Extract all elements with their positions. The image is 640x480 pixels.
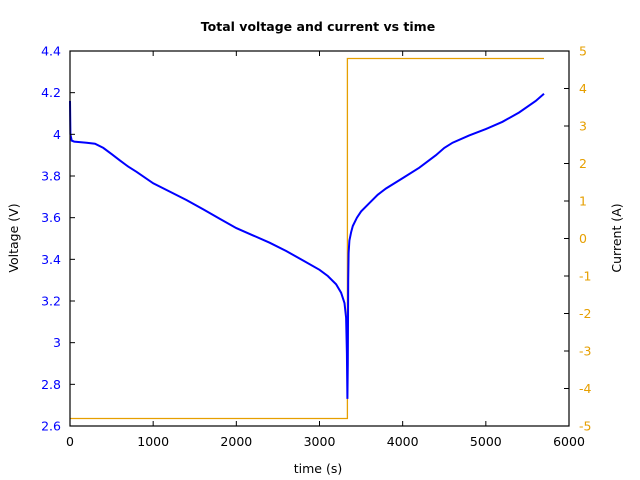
plot-area <box>69 50 570 427</box>
x-tick-label: 2000 <box>220 434 252 449</box>
y-axis-voltage: 2.6 2.8 3 3.2 3.4 3.6 3.8 4 4.2 4.4 <box>41 44 75 434</box>
x-axis: 0 1000 2000 3000 4000 5000 6000 <box>66 51 585 449</box>
y2-tick-label: 2 <box>579 156 587 171</box>
y-axis-label: Voltage (V) <box>6 203 21 272</box>
y-tick-label: 3.2 <box>41 294 61 309</box>
y2-tick-label: -5 <box>579 419 591 434</box>
y-tick-label: 2.8 <box>41 377 61 392</box>
y2-tick-label: 0 <box>579 231 587 246</box>
y2-tick-label: -2 <box>579 306 591 321</box>
current-series-line <box>70 57 544 420</box>
y2-tick-label: -1 <box>579 269 591 284</box>
chart-title: Total voltage and current vs time <box>201 19 435 34</box>
x-tick-label: 0 <box>66 434 74 449</box>
plot-frame <box>69 50 570 427</box>
x-tick-label: 3000 <box>304 434 336 449</box>
y2-tick-label: 5 <box>579 44 587 59</box>
y2-tick-label: 4 <box>579 81 587 96</box>
x-tick-label: 5000 <box>470 434 502 449</box>
y-tick-label: 3.6 <box>41 210 61 225</box>
y2-tick-label: 1 <box>579 194 587 209</box>
x-tick-label: 6000 <box>553 434 585 449</box>
y-tick-label: 3.8 <box>41 169 61 184</box>
y-tick-label: 3.4 <box>41 252 61 267</box>
y2-tick-label: -4 <box>579 381 592 396</box>
y2-tick-label: 3 <box>579 119 587 134</box>
y2-tick-label: -3 <box>579 344 591 359</box>
y-axis-current: -5 -4 -3 -2 -1 0 1 2 3 4 5 <box>564 44 592 434</box>
y-tick-label: 2.6 <box>41 419 61 434</box>
x-tick-label: 1000 <box>137 434 169 449</box>
y-tick-label: 4.4 <box>41 44 61 59</box>
y-tick-label: 4.2 <box>41 85 61 100</box>
x-axis-label: time (s) <box>294 461 342 476</box>
voltage-series-line <box>69 92 545 399</box>
y-tick-label: 4 <box>53 127 61 142</box>
y-tick-label: 3 <box>53 335 61 350</box>
y2-axis-label: Current (A) <box>609 203 624 272</box>
x-tick-label: 4000 <box>387 434 419 449</box>
